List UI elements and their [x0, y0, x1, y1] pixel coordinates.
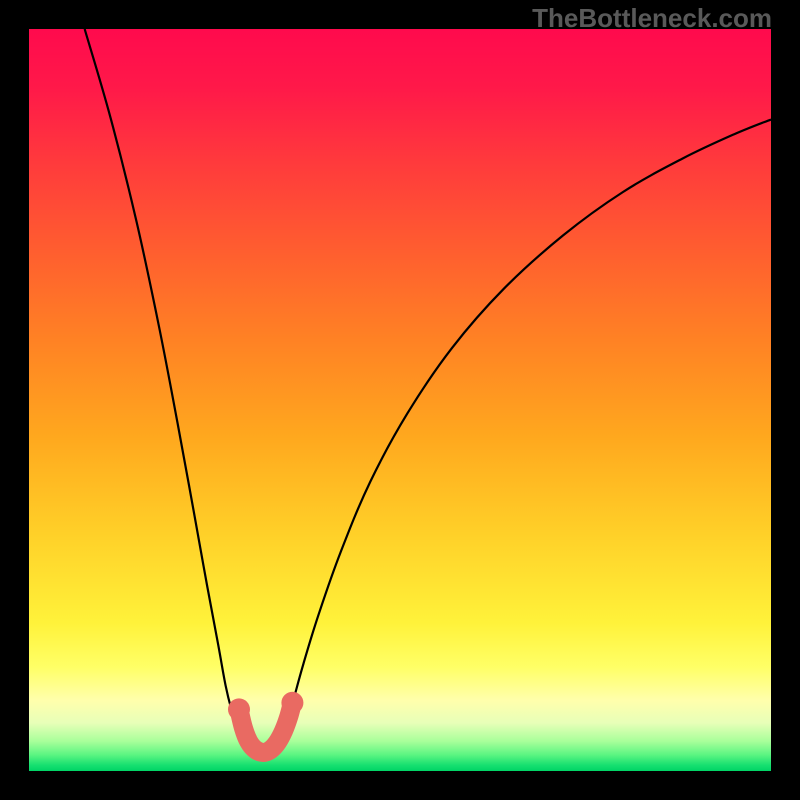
chart-frame: TheBottleneck.com: [0, 0, 800, 800]
valley-end-dot-1: [281, 692, 303, 714]
valley-end-dot-0: [228, 698, 250, 720]
bottleneck-chart: [0, 0, 800, 800]
watermark-text: TheBottleneck.com: [532, 3, 772, 34]
plot-background: [29, 29, 771, 771]
